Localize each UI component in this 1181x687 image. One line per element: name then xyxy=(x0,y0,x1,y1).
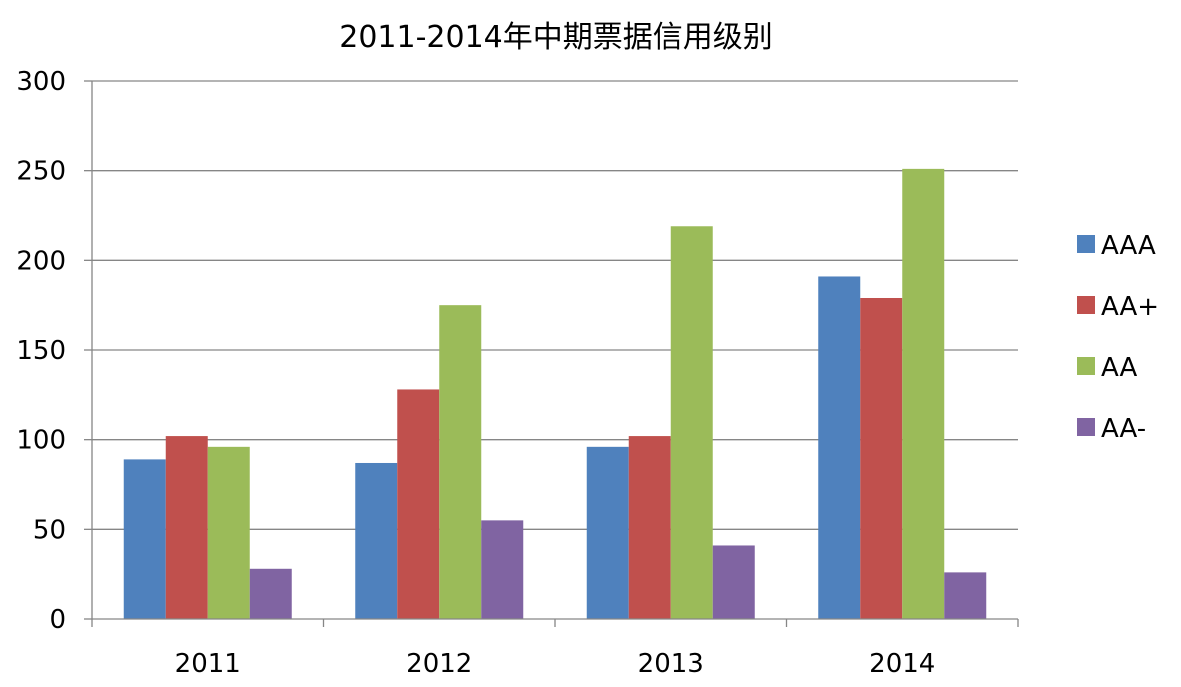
y-tick-label: 200 xyxy=(16,246,66,276)
bar-AA--2011 xyxy=(249,568,292,619)
legend-item: AA xyxy=(1077,353,1138,383)
legend-label: AA+ xyxy=(1101,292,1159,322)
bar-AA+-2011 xyxy=(165,436,208,619)
y-tick-label: 150 xyxy=(16,336,66,366)
legend-label: AA- xyxy=(1101,414,1146,444)
bar-AA+-2013 xyxy=(628,436,671,619)
legend-swatch xyxy=(1077,418,1095,436)
legend: AAA AA+ AA AA- xyxy=(1077,231,1159,444)
legend-label: AA xyxy=(1101,353,1138,383)
bar-AA-2012 xyxy=(439,305,482,619)
legend-swatch xyxy=(1077,296,1095,314)
legend-item: AA- xyxy=(1077,414,1146,444)
x-tick-label: 2011 xyxy=(175,649,241,679)
bar-AA+-2012 xyxy=(397,389,440,619)
bar-AA--2012 xyxy=(481,520,524,619)
legend-label: AAA xyxy=(1101,231,1156,261)
y-tick-label: 0 xyxy=(49,605,66,635)
x-tick-label: 2013 xyxy=(638,649,704,679)
bar-AA+-2014 xyxy=(860,297,903,619)
chart-title: 2011-2014年中期票据信用级别 xyxy=(339,20,773,55)
bar-AA--2013 xyxy=(712,545,755,619)
bar-AAA-2012 xyxy=(355,462,398,619)
bar-AAA-2013 xyxy=(586,446,629,619)
x-tick-label: 2014 xyxy=(869,649,935,679)
y-tick-label: 250 xyxy=(16,157,66,187)
bar-AA-2011 xyxy=(207,446,250,619)
bars xyxy=(123,168,987,619)
x-tick-label: 2012 xyxy=(406,649,472,679)
bar-AA-2013 xyxy=(670,226,713,619)
bar-AAA-2014 xyxy=(818,276,861,619)
y-axis-ticks: 0 50 100 150 200 250 300 xyxy=(16,67,92,635)
legend-swatch xyxy=(1077,357,1095,375)
bar-AA--2014 xyxy=(944,572,987,619)
x-axis-ticks: 2011 2012 2013 2014 xyxy=(91,619,1019,679)
legend-swatch xyxy=(1077,235,1095,253)
legend-item: AAA xyxy=(1077,231,1156,261)
bar-AAA-2011 xyxy=(123,459,166,619)
legend-item: AA+ xyxy=(1077,292,1159,322)
bar-AA-2014 xyxy=(902,168,945,619)
y-tick-label: 100 xyxy=(16,426,66,456)
y-tick-label: 50 xyxy=(33,515,66,545)
y-tick-label: 300 xyxy=(16,67,66,97)
